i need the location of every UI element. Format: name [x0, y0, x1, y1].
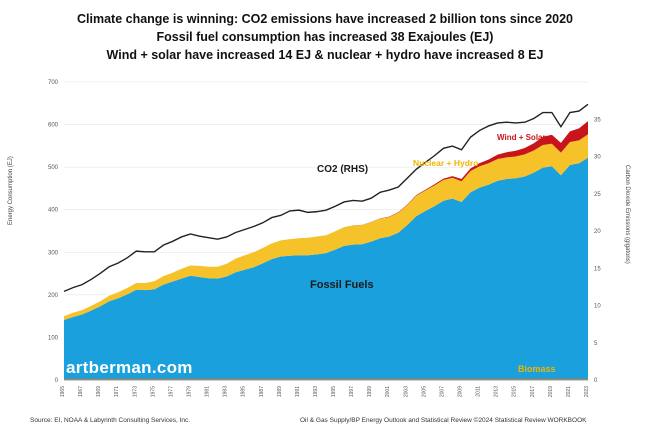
x-tick-2007: 2007: [439, 386, 445, 397]
line-co2: [63, 103, 589, 292]
y-axis-label-right: Carbon Dioxide Emissions (gigatons): [624, 165, 630, 264]
x-tick-1999: 1999: [367, 386, 373, 397]
label-biomass: Biomass: [518, 364, 556, 374]
y-axis-label-left: Energy Consumption (EJ): [8, 156, 14, 225]
y-tick-left-3: 300: [48, 250, 59, 256]
x-tick-1991: 1991: [295, 386, 301, 397]
area-fossil-fuels: [64, 157, 588, 380]
x-tick-2005: 2005: [421, 386, 427, 397]
x-tick-1989: 1989: [277, 386, 283, 397]
y-tick-right-6: 30: [594, 155, 601, 161]
source-note-left: Source: EI, NOAA & Labyrinth Consulting …: [30, 417, 191, 424]
title-line-2: Fossil fuel consumption has increased 38…: [156, 30, 494, 44]
x-tick-1965: 1965: [60, 386, 66, 397]
y-tick-left-1: 100: [48, 335, 59, 341]
x-tick-1983: 1983: [223, 386, 229, 397]
x-tick-2017: 2017: [530, 386, 536, 397]
y-tick-right-2: 10: [594, 304, 601, 310]
source-note-right: Oil & Gas Supply/BP Energy Outlook and S…: [300, 417, 587, 424]
label-fossil-fuels: Fossil Fuels: [310, 279, 374, 291]
chart-titles: Climate change is winning: CO2 emissions…: [0, 10, 650, 64]
x-tick-2015: 2015: [512, 386, 518, 397]
x-tick-2021: 2021: [566, 386, 572, 397]
y-tick-right-7: 35: [594, 117, 601, 123]
y-tick-right-1: 5: [594, 341, 598, 347]
y-tick-left-4: 400: [48, 208, 59, 214]
y-tick-right-4: 20: [594, 229, 601, 235]
y-tick-left-7: 700: [48, 80, 59, 86]
x-tick-1967: 1967: [78, 386, 84, 397]
x-tick-2001: 2001: [385, 386, 391, 397]
y-tick-left-5: 500: [48, 165, 59, 171]
x-tick-1979: 1979: [186, 386, 192, 397]
y-tick-right-3: 15: [594, 266, 601, 272]
x-tick-2011: 2011: [476, 386, 482, 397]
area-nuclear-hydro: [64, 134, 588, 320]
x-tick-1977: 1977: [168, 386, 174, 397]
x-tick-1987: 1987: [259, 386, 265, 397]
label-wind-solar: Wind + Solar: [497, 133, 546, 142]
y-tick-right-0: 0: [594, 378, 598, 384]
title-line-1: Climate change is winning: CO2 emissions…: [77, 12, 573, 26]
x-tick-1981: 1981: [205, 386, 211, 397]
label-nuclear-hydro: Nuclear + Hydro: [413, 158, 478, 168]
y-tick-right-5: 25: [594, 192, 601, 198]
x-tick-1971: 1971: [114, 386, 120, 397]
x-tick-1995: 1995: [331, 386, 337, 397]
x-tick-2019: 2019: [548, 386, 554, 397]
x-tick-1975: 1975: [150, 386, 156, 397]
x-tick-2003: 2003: [403, 386, 409, 397]
x-tick-2023: 2023: [584, 386, 590, 397]
x-tick-1969: 1969: [96, 386, 102, 397]
x-tick-2013: 2013: [494, 386, 500, 397]
title-line-3: Wind + solar have increased 14 EJ & nucl…: [106, 48, 544, 62]
watermark: artberman.com: [66, 358, 193, 377]
x-tick-1997: 1997: [349, 386, 355, 397]
y-tick-left-0: 0: [55, 378, 59, 384]
x-tick-1985: 1985: [241, 386, 247, 397]
y-tick-left-2: 200: [48, 293, 59, 299]
x-tick-2009: 2009: [458, 386, 464, 397]
y-tick-left-6: 600: [48, 123, 59, 129]
label-co2: CO2 (RHS): [317, 164, 368, 175]
x-tick-1973: 1973: [132, 386, 138, 397]
x-tick-1993: 1993: [313, 386, 319, 397]
